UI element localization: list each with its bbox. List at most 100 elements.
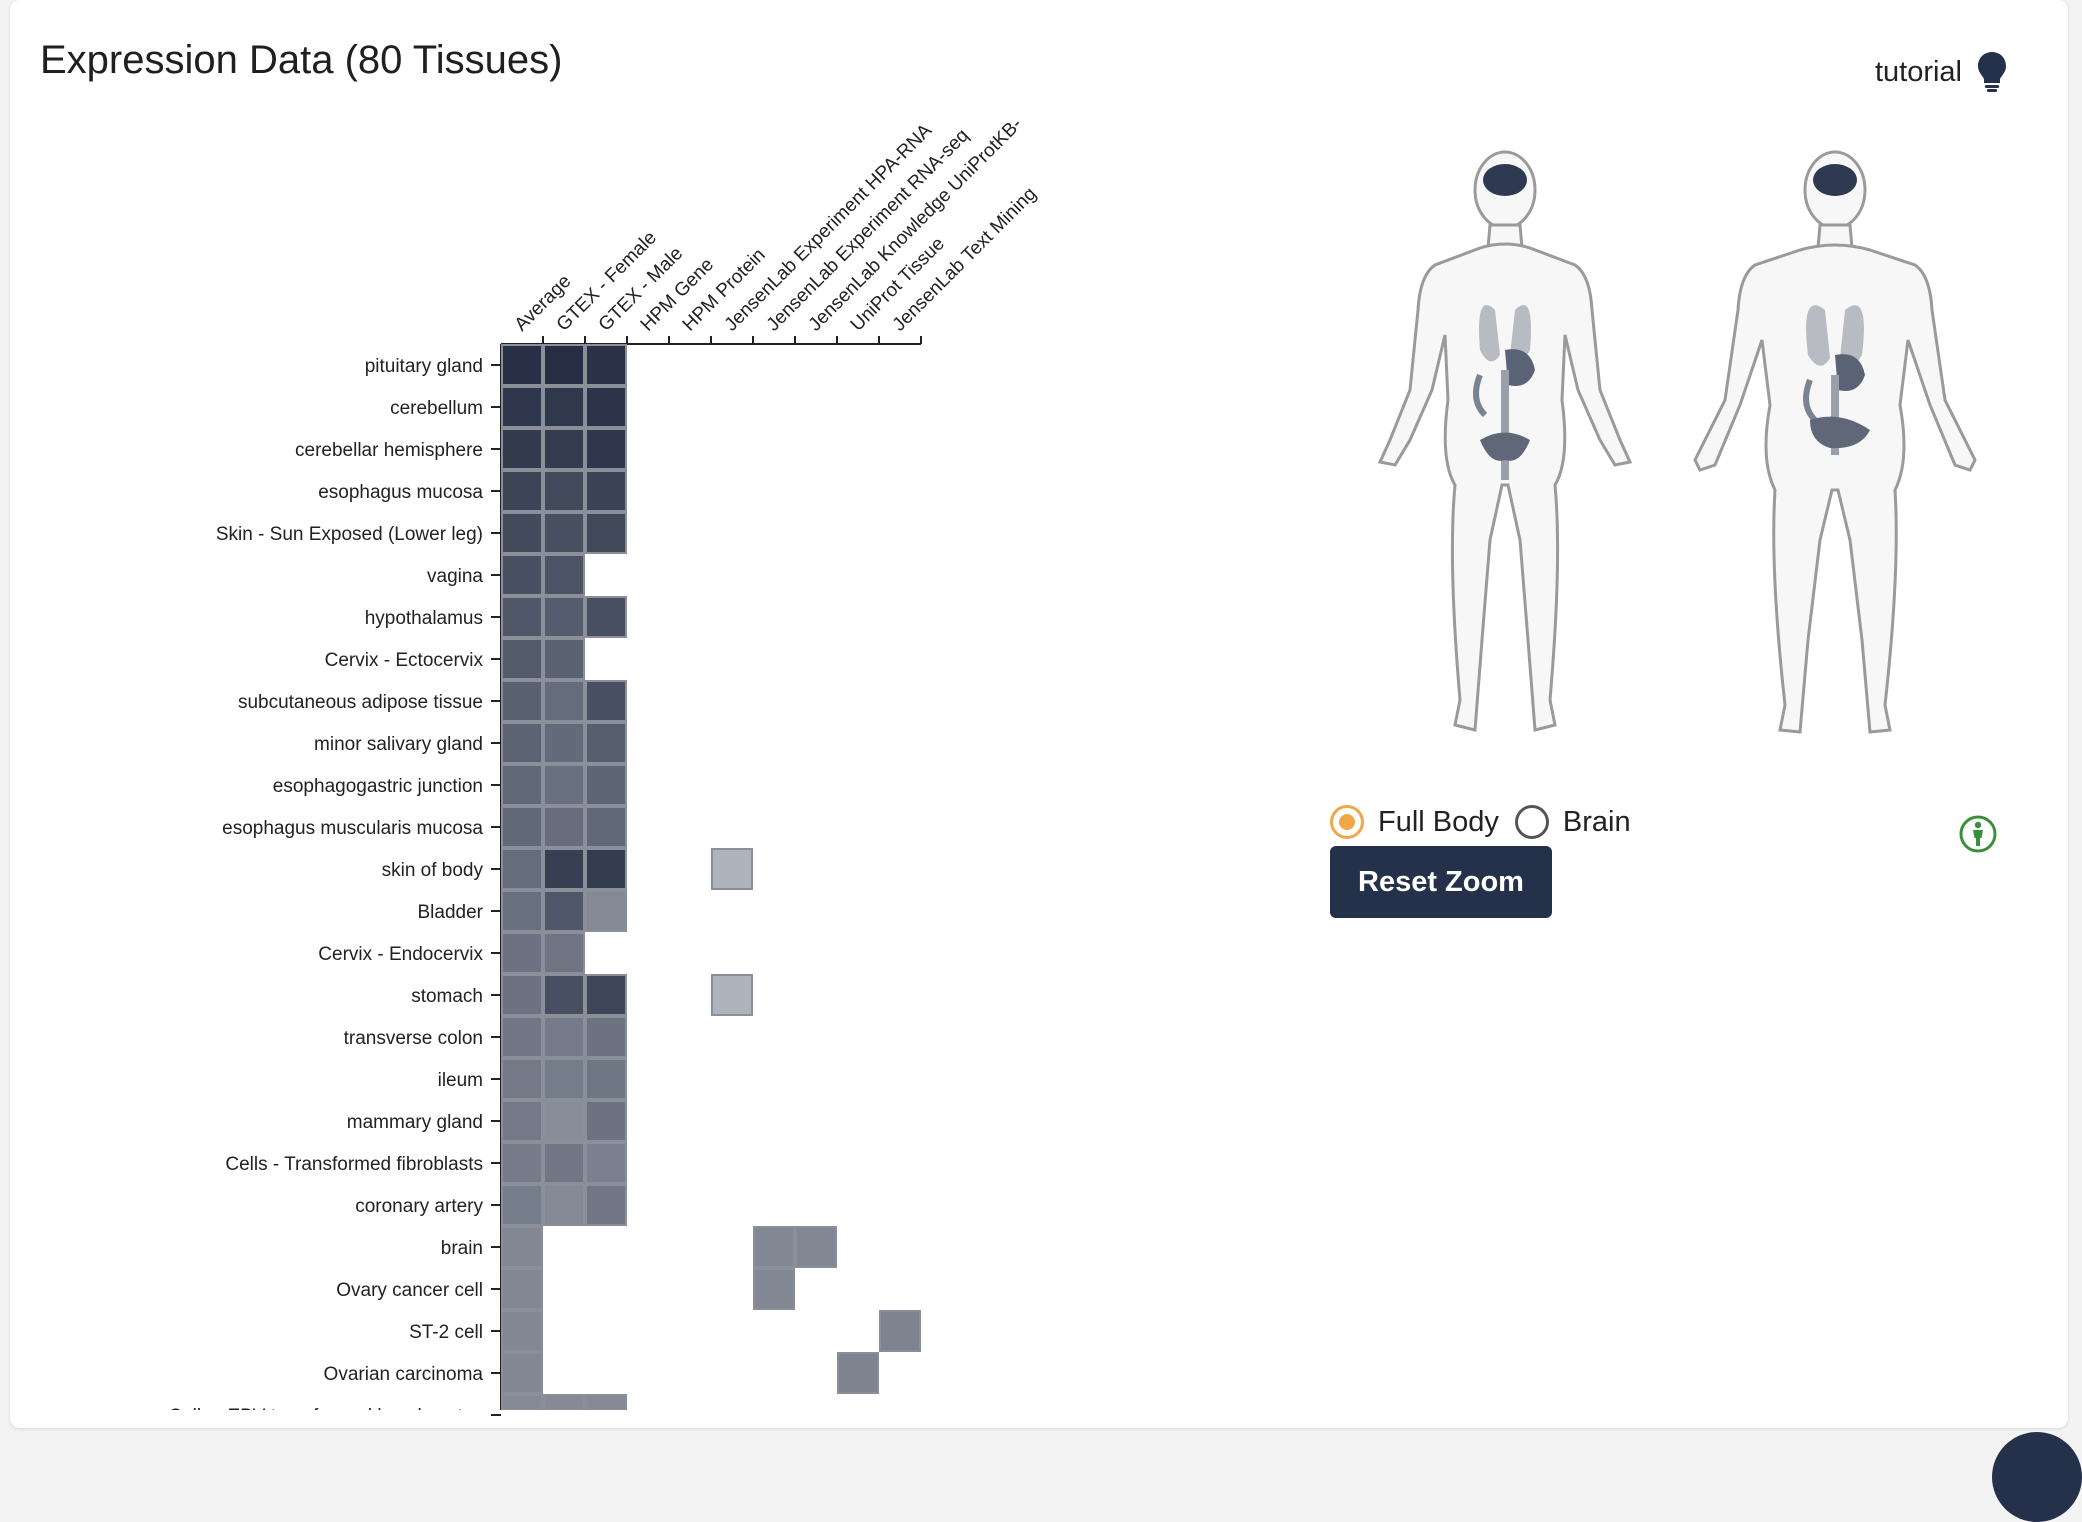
heatmap-cell[interactable] xyxy=(501,932,543,974)
heatmap-cell[interactable] xyxy=(501,1058,543,1100)
heatmap-cell[interactable] xyxy=(711,974,753,1016)
heatmap-cell[interactable] xyxy=(501,638,543,680)
brain-radio-option[interactable]: Brain xyxy=(1514,805,1631,839)
heatmap-cell[interactable] xyxy=(543,1142,585,1184)
heatmap-cell[interactable] xyxy=(543,764,585,806)
heatmap-cell[interactable] xyxy=(585,512,627,554)
heatmap-cell[interactable] xyxy=(501,1268,543,1310)
heatmap-cell[interactable] xyxy=(585,974,627,1016)
heatmap-cell[interactable] xyxy=(543,722,585,764)
heatmap-cell[interactable] xyxy=(501,890,543,932)
heatmap-cell[interactable] xyxy=(543,428,585,470)
heatmap-cell[interactable] xyxy=(585,1394,627,1410)
reset-zoom-button[interactable]: Reset Zoom xyxy=(1330,846,1552,918)
heatmap-cell[interactable] xyxy=(585,680,627,722)
heatmap-cell[interactable] xyxy=(585,764,627,806)
heatmap-cell[interactable] xyxy=(543,1184,585,1226)
heatmap-cell[interactable] xyxy=(543,638,585,680)
heatmap-cell[interactable] xyxy=(501,1226,543,1268)
full-body-radio[interactable] xyxy=(1330,805,1364,839)
heatmap-cell[interactable] xyxy=(543,974,585,1016)
heatmap-cell[interactable] xyxy=(879,1310,921,1352)
heatmap-cell[interactable] xyxy=(543,1058,585,1100)
heatmap-cell[interactable] xyxy=(543,680,585,722)
heatmap-cell[interactable] xyxy=(585,848,627,890)
male-organs[interactable] xyxy=(1803,164,1870,455)
heatmap-cell[interactable] xyxy=(543,1016,585,1058)
heatmap-cell[interactable] xyxy=(543,932,585,974)
heatmap-cell[interactable] xyxy=(837,1352,879,1394)
heatmap-cell[interactable] xyxy=(501,764,543,806)
heatmap-cell[interactable] xyxy=(543,386,585,428)
heatmap-cell[interactable] xyxy=(543,554,585,596)
heatmap-cell[interactable] xyxy=(753,1226,795,1268)
row-label: mammary gland xyxy=(347,1112,483,1133)
heatmap-cell[interactable] xyxy=(501,974,543,1016)
heatmap-cell[interactable] xyxy=(585,890,627,932)
tutorial-button[interactable]: tutorial xyxy=(1875,50,2008,94)
heatmap-cell[interactable] xyxy=(501,470,543,512)
heatmap-cell[interactable] xyxy=(795,1226,837,1268)
heatmap-cell[interactable] xyxy=(543,848,585,890)
row-label: esophagus mucosa xyxy=(318,482,483,503)
heatmap-cell[interactable] xyxy=(585,722,627,764)
heatmap-cell[interactable] xyxy=(585,1016,627,1058)
heatmap-cell[interactable] xyxy=(543,1394,585,1410)
heatmap-cell[interactable] xyxy=(543,806,585,848)
heatmap-cell[interactable] xyxy=(501,344,543,386)
heatmap-cell[interactable] xyxy=(585,1142,627,1184)
person-info-icon[interactable] xyxy=(1958,814,1998,854)
heatmap-cell[interactable] xyxy=(501,1142,543,1184)
heatmap-cell[interactable] xyxy=(543,470,585,512)
female-organs[interactable] xyxy=(1473,164,1535,480)
chat-launcher-button[interactable] xyxy=(1992,1432,2082,1522)
heatmap-cell[interactable] xyxy=(501,1394,543,1410)
heatmap-cell[interactable] xyxy=(585,596,627,638)
row-label: Ovarian carcinoma xyxy=(324,1364,484,1385)
heatmap-cell[interactable] xyxy=(501,1352,543,1394)
heatmap-cell[interactable] xyxy=(501,1100,543,1142)
heatmap-cell[interactable] xyxy=(501,512,543,554)
heatmap-cell[interactable] xyxy=(585,344,627,386)
heatmap-cell[interactable] xyxy=(543,1100,585,1142)
tutorial-label: tutorial xyxy=(1874,55,1962,88)
heatmap-cell[interactable] xyxy=(585,1100,627,1142)
heatmap-cell[interactable] xyxy=(543,890,585,932)
heatmap-cell[interactable] xyxy=(585,1184,627,1226)
heatmap-cell[interactable] xyxy=(501,596,543,638)
brain-radio[interactable] xyxy=(1514,805,1549,839)
heatmap-cell[interactable] xyxy=(585,1058,627,1100)
heatmap-cell[interactable] xyxy=(711,848,753,890)
heatmap-cell[interactable] xyxy=(501,848,543,890)
heatmap-cell[interactable] xyxy=(501,1016,543,1058)
heatmap-cell[interactable] xyxy=(543,344,585,386)
full-body-label: Full Body xyxy=(1378,805,1499,838)
body-map[interactable] xyxy=(1330,140,2030,780)
row-label: Cervix - Endocervix xyxy=(318,944,483,965)
row-label: esophagogastric junction xyxy=(273,776,483,797)
heatmap-cell[interactable] xyxy=(753,1268,795,1310)
heatmap-cell[interactable] xyxy=(543,596,585,638)
heatmap-cell[interactable] xyxy=(501,386,543,428)
heatmap-cell[interactable] xyxy=(501,554,543,596)
heatmap-cell[interactable] xyxy=(585,806,627,848)
heatmap-cell[interactable] xyxy=(585,386,627,428)
heatmap-cell[interactable] xyxy=(501,428,543,470)
row-label: stomach xyxy=(411,986,483,1007)
row-label: ST-2 cell xyxy=(409,1322,483,1343)
full-body-radio-option[interactable]: Full Body xyxy=(1330,805,1499,839)
heatmap-cell[interactable] xyxy=(585,428,627,470)
heatmap-cell[interactable] xyxy=(501,722,543,764)
row-label: Cells - Transformed fibroblasts xyxy=(225,1154,483,1175)
row-label: Bladder xyxy=(418,902,484,923)
heatmap-cell[interactable] xyxy=(501,1184,543,1226)
heatmap-cell[interactable] xyxy=(501,806,543,848)
heatmap-cell[interactable] xyxy=(501,680,543,722)
heatmap-cell[interactable] xyxy=(501,1310,543,1352)
heatmap-cell[interactable] xyxy=(585,470,627,512)
heatmap-cell[interactable] xyxy=(543,512,585,554)
row-label: Skin - Sun Exposed (Lower leg) xyxy=(216,524,483,545)
row-label: ileum xyxy=(438,1070,483,1091)
row-label: vagina xyxy=(427,566,483,587)
